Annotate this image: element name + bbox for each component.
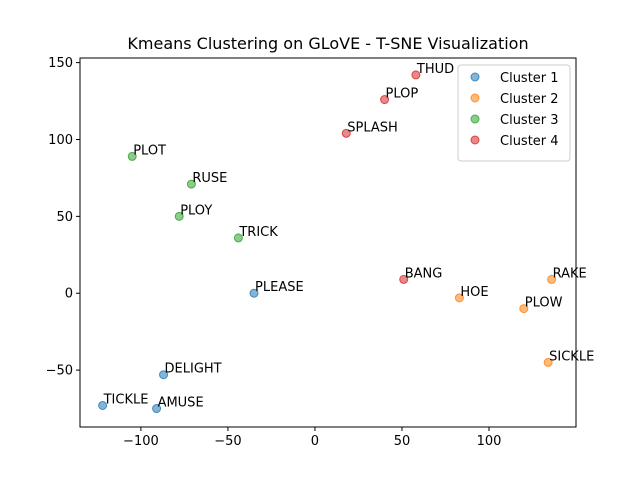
legend: Cluster 1 Cluster 2 Cluster 3 Cluster 4	[457, 64, 571, 162]
x-tick-label: 0	[311, 434, 319, 449]
y-tick-label: 150	[48, 56, 73, 71]
x-tick-label: −100	[123, 434, 159, 449]
y-tick-label: −50	[46, 364, 73, 379]
axes: −100 −50 0 50 100 −50 0 50 100 150	[46, 56, 577, 449]
point-label: RUSE	[192, 171, 227, 186]
data-point	[411, 70, 421, 80]
y-tick-label: 100	[48, 133, 73, 148]
point-label: PLOY	[180, 203, 212, 218]
legend-label: Cluster 3	[500, 113, 559, 128]
data-point	[98, 400, 108, 410]
y-tick-label: 50	[56, 210, 73, 225]
y-tick-label: 0	[65, 287, 73, 302]
legend-label: Cluster 1	[500, 71, 559, 86]
data-points: PLEASE DELIGHT TICKLE AMUSE RAKE HOE PLOW SICKL…	[98, 62, 594, 414]
point-label: PLOP	[386, 87, 419, 102]
point-label: PLEASE	[255, 280, 304, 295]
point-label: SPLASH	[347, 120, 398, 135]
data-point	[454, 293, 464, 303]
point-label: AMUSE	[158, 396, 204, 411]
data-point	[233, 233, 243, 243]
plot-frame	[79, 57, 577, 428]
data-point	[249, 288, 259, 298]
data-point	[127, 151, 137, 161]
data-point	[186, 179, 196, 189]
legend-label: Cluster 2	[500, 92, 559, 107]
point-label: TICKLE	[103, 392, 149, 407]
legend-marker	[470, 135, 480, 145]
legend-box	[457, 64, 571, 162]
data-point	[152, 404, 162, 414]
data-point	[174, 211, 184, 221]
chart-title: Kmeans Clustering on GLoVE - T-SNE Visua…	[127, 34, 528, 53]
point-label: PLOT	[133, 143, 166, 158]
legend-marker	[470, 72, 480, 82]
data-point	[547, 274, 557, 284]
point-label: BANG	[405, 266, 443, 281]
point-label: HOE	[460, 285, 488, 300]
x-tick-label: 50	[394, 434, 411, 449]
x-tick-label: −50	[214, 434, 241, 449]
point-label: RAKE	[553, 266, 587, 281]
data-point	[519, 304, 529, 314]
legend-marker	[470, 93, 480, 103]
point-label: THUD	[416, 62, 454, 77]
point-label: TRICK	[238, 225, 278, 240]
data-point	[159, 370, 169, 380]
data-point	[380, 95, 390, 105]
point-label: SICKLE	[549, 349, 594, 364]
legend-label: Cluster 4	[500, 134, 559, 149]
data-point	[341, 128, 351, 138]
data-point	[543, 357, 553, 367]
data-point	[399, 274, 409, 284]
point-label: DELIGHT	[165, 362, 222, 377]
x-tick-label: 100	[477, 434, 502, 449]
legend-marker	[470, 114, 480, 124]
point-label: PLOW	[525, 296, 563, 311]
